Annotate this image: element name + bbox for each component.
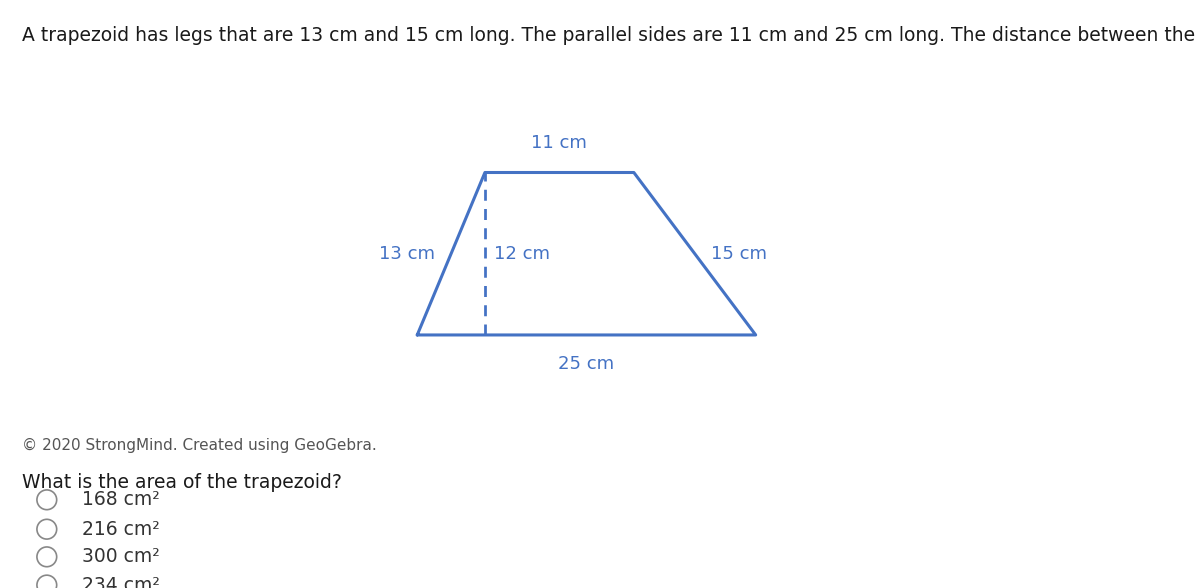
Text: 13 cm: 13 cm (379, 245, 434, 263)
Text: What is the area of the trapezoid?: What is the area of the trapezoid? (22, 473, 342, 492)
Text: A trapezoid has legs that are 13 cm and 15 cm long. The parallel sides are 11 cm: A trapezoid has legs that are 13 cm and … (22, 26, 1200, 45)
Text: 25 cm: 25 cm (558, 355, 614, 373)
Text: 12 cm: 12 cm (494, 245, 551, 263)
Text: 300 cm²: 300 cm² (82, 547, 160, 566)
Text: 234 cm²: 234 cm² (82, 576, 160, 588)
Text: © 2020 StrongMind. Created using GeoGebra.: © 2020 StrongMind. Created using GeoGebr… (22, 438, 377, 453)
Text: 168 cm²: 168 cm² (82, 490, 160, 509)
Text: 11 cm: 11 cm (532, 134, 587, 152)
Text: 216 cm²: 216 cm² (82, 520, 160, 539)
Text: 15 cm: 15 cm (712, 245, 767, 263)
